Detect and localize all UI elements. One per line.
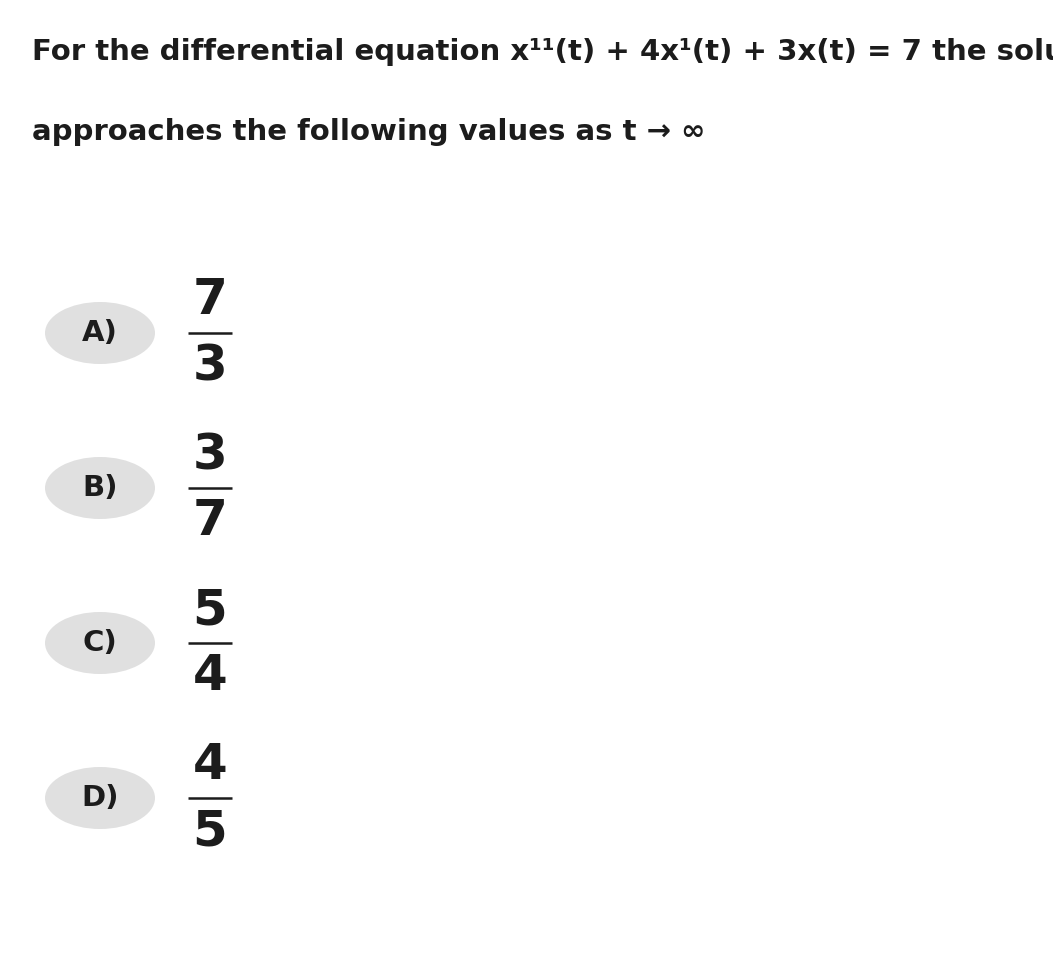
Ellipse shape [45, 612, 155, 674]
Ellipse shape [45, 302, 155, 364]
Text: 7: 7 [193, 276, 227, 324]
Text: 7: 7 [193, 497, 227, 545]
Text: C): C) [82, 629, 117, 657]
Text: approaches the following values as t → ∞: approaches the following values as t → ∞ [32, 118, 706, 146]
Text: 4: 4 [193, 652, 227, 700]
Text: A): A) [82, 319, 118, 347]
Text: B): B) [82, 474, 118, 502]
Text: 5: 5 [193, 807, 227, 855]
Text: 3: 3 [193, 342, 227, 390]
Text: 5: 5 [193, 586, 227, 634]
Ellipse shape [45, 767, 155, 829]
Ellipse shape [45, 457, 155, 519]
Text: 3: 3 [193, 431, 227, 479]
Text: For the differential equation x¹¹(t) + 4x¹(t) + 3x(t) = 7 the solution x(t): For the differential equation x¹¹(t) + 4… [32, 38, 1053, 66]
Text: 4: 4 [193, 741, 227, 789]
Text: D): D) [81, 784, 119, 812]
